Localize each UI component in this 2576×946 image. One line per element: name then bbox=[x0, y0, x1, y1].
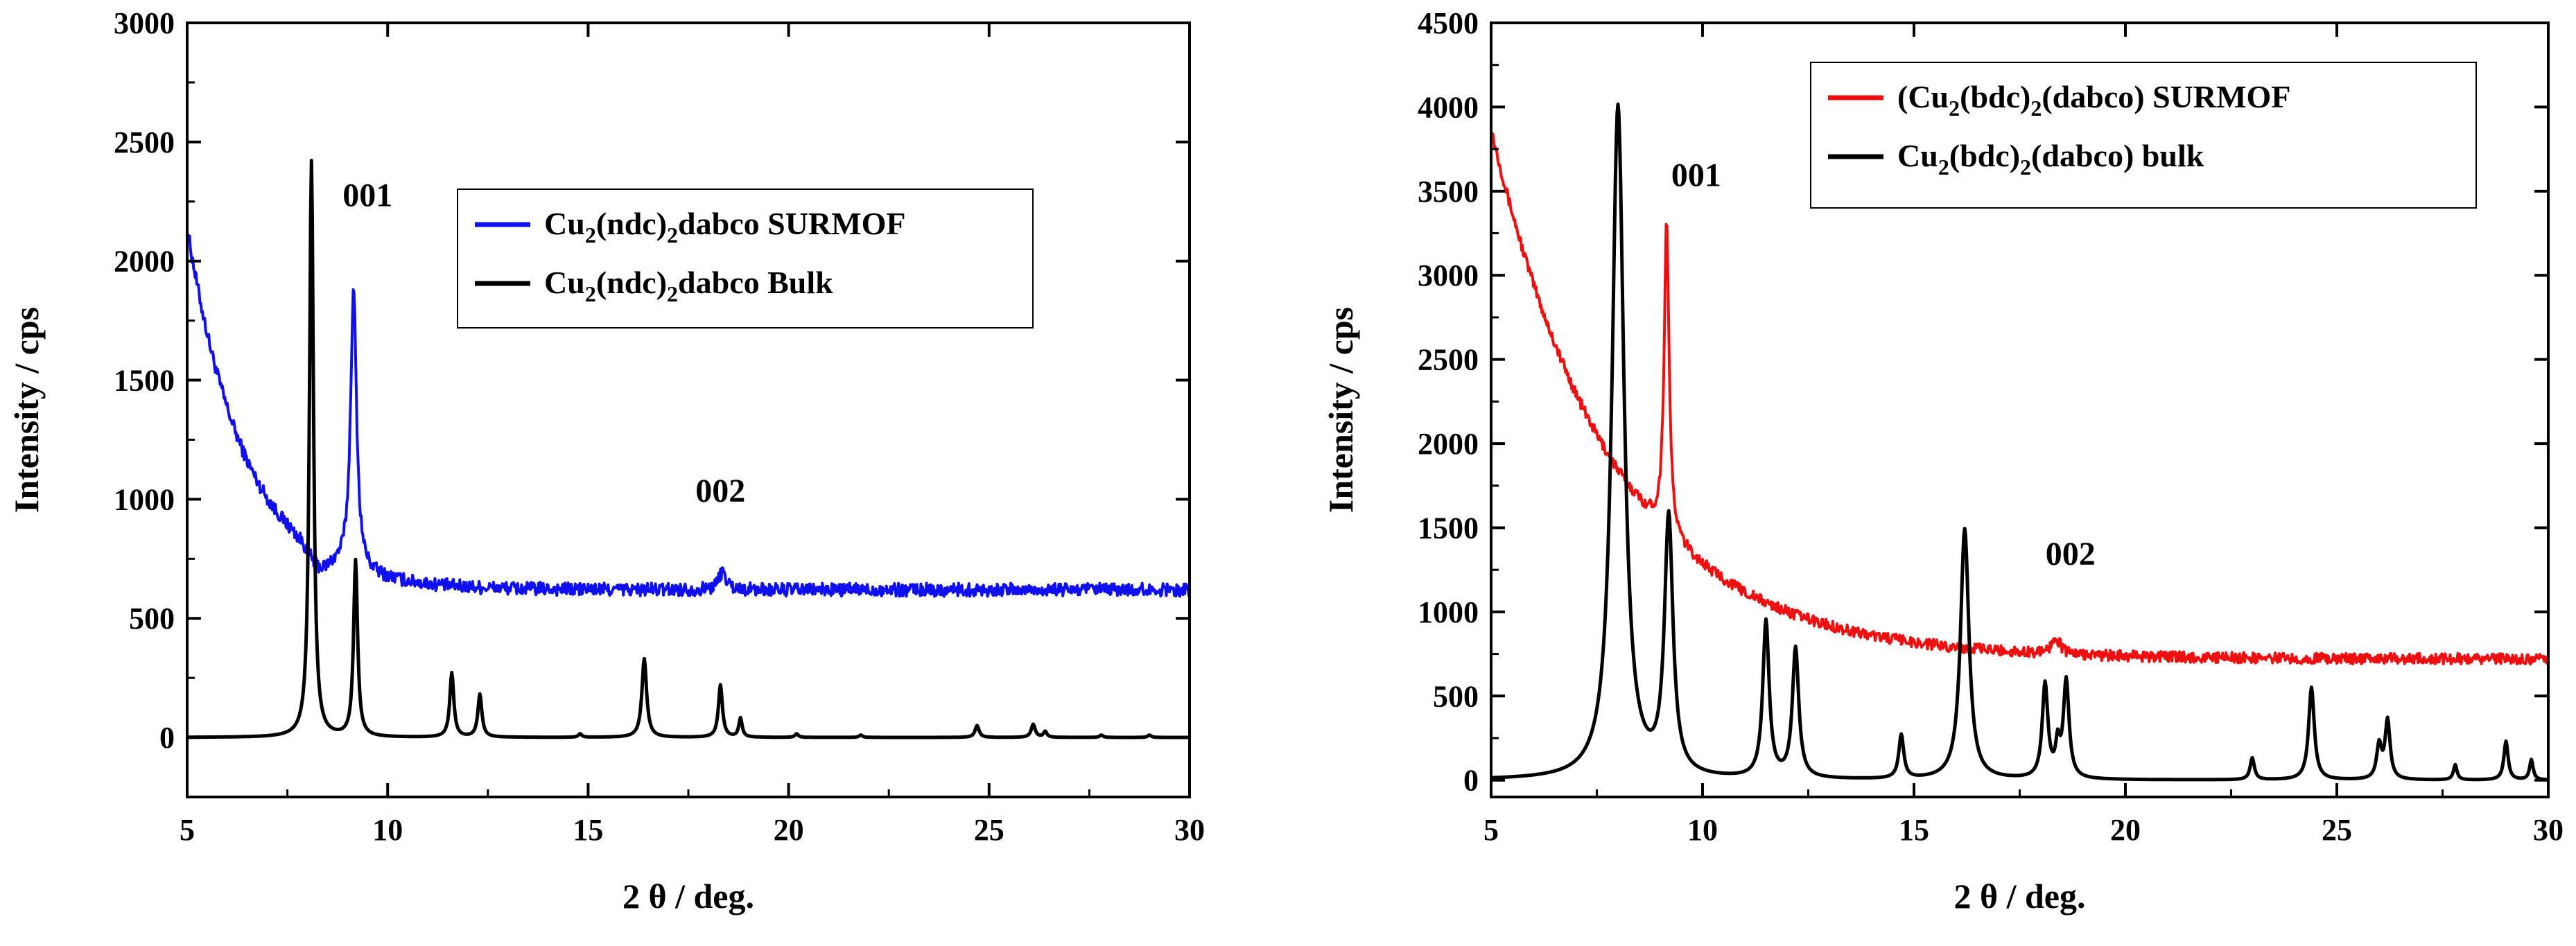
y-axis-label: Intensity / cps bbox=[1321, 307, 1360, 513]
legend-label: Cu2(ndc)2dabco Bulk bbox=[544, 265, 833, 306]
legend: (Cu2(bdc)2(dabco) SURMOF Cu2(bdc)2(dabco)… bbox=[1810, 62, 2477, 209]
y-tick-label: 500 bbox=[129, 602, 175, 636]
y-tick-label: 2500 bbox=[114, 125, 175, 159]
legend-box bbox=[1810, 62, 2477, 209]
x-tick-label: 30 bbox=[1174, 813, 1205, 847]
x-tick-label: 10 bbox=[372, 813, 403, 847]
peak-annotation: 001 bbox=[1671, 157, 1721, 194]
chart-panel-1: 5 10 15 20 25 30 0 500 1000 1500 2000 2500 3000 2 θ /… bbox=[7, 6, 1205, 916]
y-tick-label: 3000 bbox=[1418, 259, 1479, 292]
series-line-2 bbox=[1491, 102, 2548, 782]
x-tick-label: 10 bbox=[1687, 813, 1718, 847]
y-tick-label: 3000 bbox=[114, 6, 175, 40]
legend-label: Cu2(bdc)2(dabco) bulk bbox=[1897, 138, 2204, 179]
y-tick-label: 2000 bbox=[1418, 427, 1479, 461]
plot-frame bbox=[186, 21, 1191, 798]
legend: Cu2(ndc)2dabco SURMOF Cu2(ndc)2dabco Bulk bbox=[457, 189, 1034, 329]
x-tick-label: 25 bbox=[974, 813, 1004, 847]
y-tick-label: 1000 bbox=[114, 482, 175, 516]
chart-panel-2: 5 10 15 20 25 30 0 500 1000 1500 2000 2500 3000 3500 4… bbox=[1321, 6, 2564, 916]
legend-box bbox=[457, 189, 1034, 329]
series-line-1 bbox=[1491, 132, 2548, 666]
x-tick-label: 20 bbox=[774, 813, 804, 847]
x-tick-label: 5 bbox=[180, 813, 195, 847]
y-tick-label: 1500 bbox=[1418, 511, 1479, 545]
series-line-2 bbox=[187, 159, 1190, 739]
x-tick-label: 5 bbox=[1483, 813, 1499, 847]
x-tick-label: 20 bbox=[2110, 813, 2141, 847]
y-axis-label: Intensity / cps bbox=[7, 307, 46, 513]
peak-annotation: 002 bbox=[2046, 536, 2096, 572]
x-tick-label: 25 bbox=[2322, 813, 2352, 847]
peak-annotation: 001 bbox=[342, 177, 392, 214]
y-tick-label: 4500 bbox=[1418, 6, 1479, 40]
plot-area bbox=[1491, 102, 2548, 782]
y-tick-label: 4000 bbox=[1418, 90, 1479, 124]
y-tick-label: 0 bbox=[1463, 764, 1479, 798]
x-axis-label: 2 θ / deg. bbox=[623, 877, 754, 916]
y-tick-label: 2000 bbox=[114, 245, 175, 279]
x-tick-label: 15 bbox=[1899, 813, 1929, 847]
y-tick-label: 500 bbox=[1433, 679, 1479, 713]
y-tick-label: 1500 bbox=[114, 364, 175, 398]
y-tick-label: 0 bbox=[159, 721, 175, 755]
x-axis-label: 2 θ / deg. bbox=[1954, 877, 2086, 916]
peak-annotation: 002 bbox=[695, 473, 745, 509]
x-tick-label: 15 bbox=[573, 813, 603, 847]
y-tick-label: 3500 bbox=[1418, 175, 1479, 209]
plot-area bbox=[187, 159, 1190, 739]
x-tick-label: 30 bbox=[2533, 813, 2564, 847]
y-tick-label: 1000 bbox=[1418, 595, 1479, 629]
legend-label: (Cu2(bdc)2(dabco) SURMOF bbox=[1897, 79, 2290, 121]
y-tick-label: 2500 bbox=[1418, 343, 1479, 377]
legend-label: Cu2(ndc)2dabco SURMOF bbox=[544, 206, 905, 247]
series-line-1 bbox=[187, 233, 1190, 598]
